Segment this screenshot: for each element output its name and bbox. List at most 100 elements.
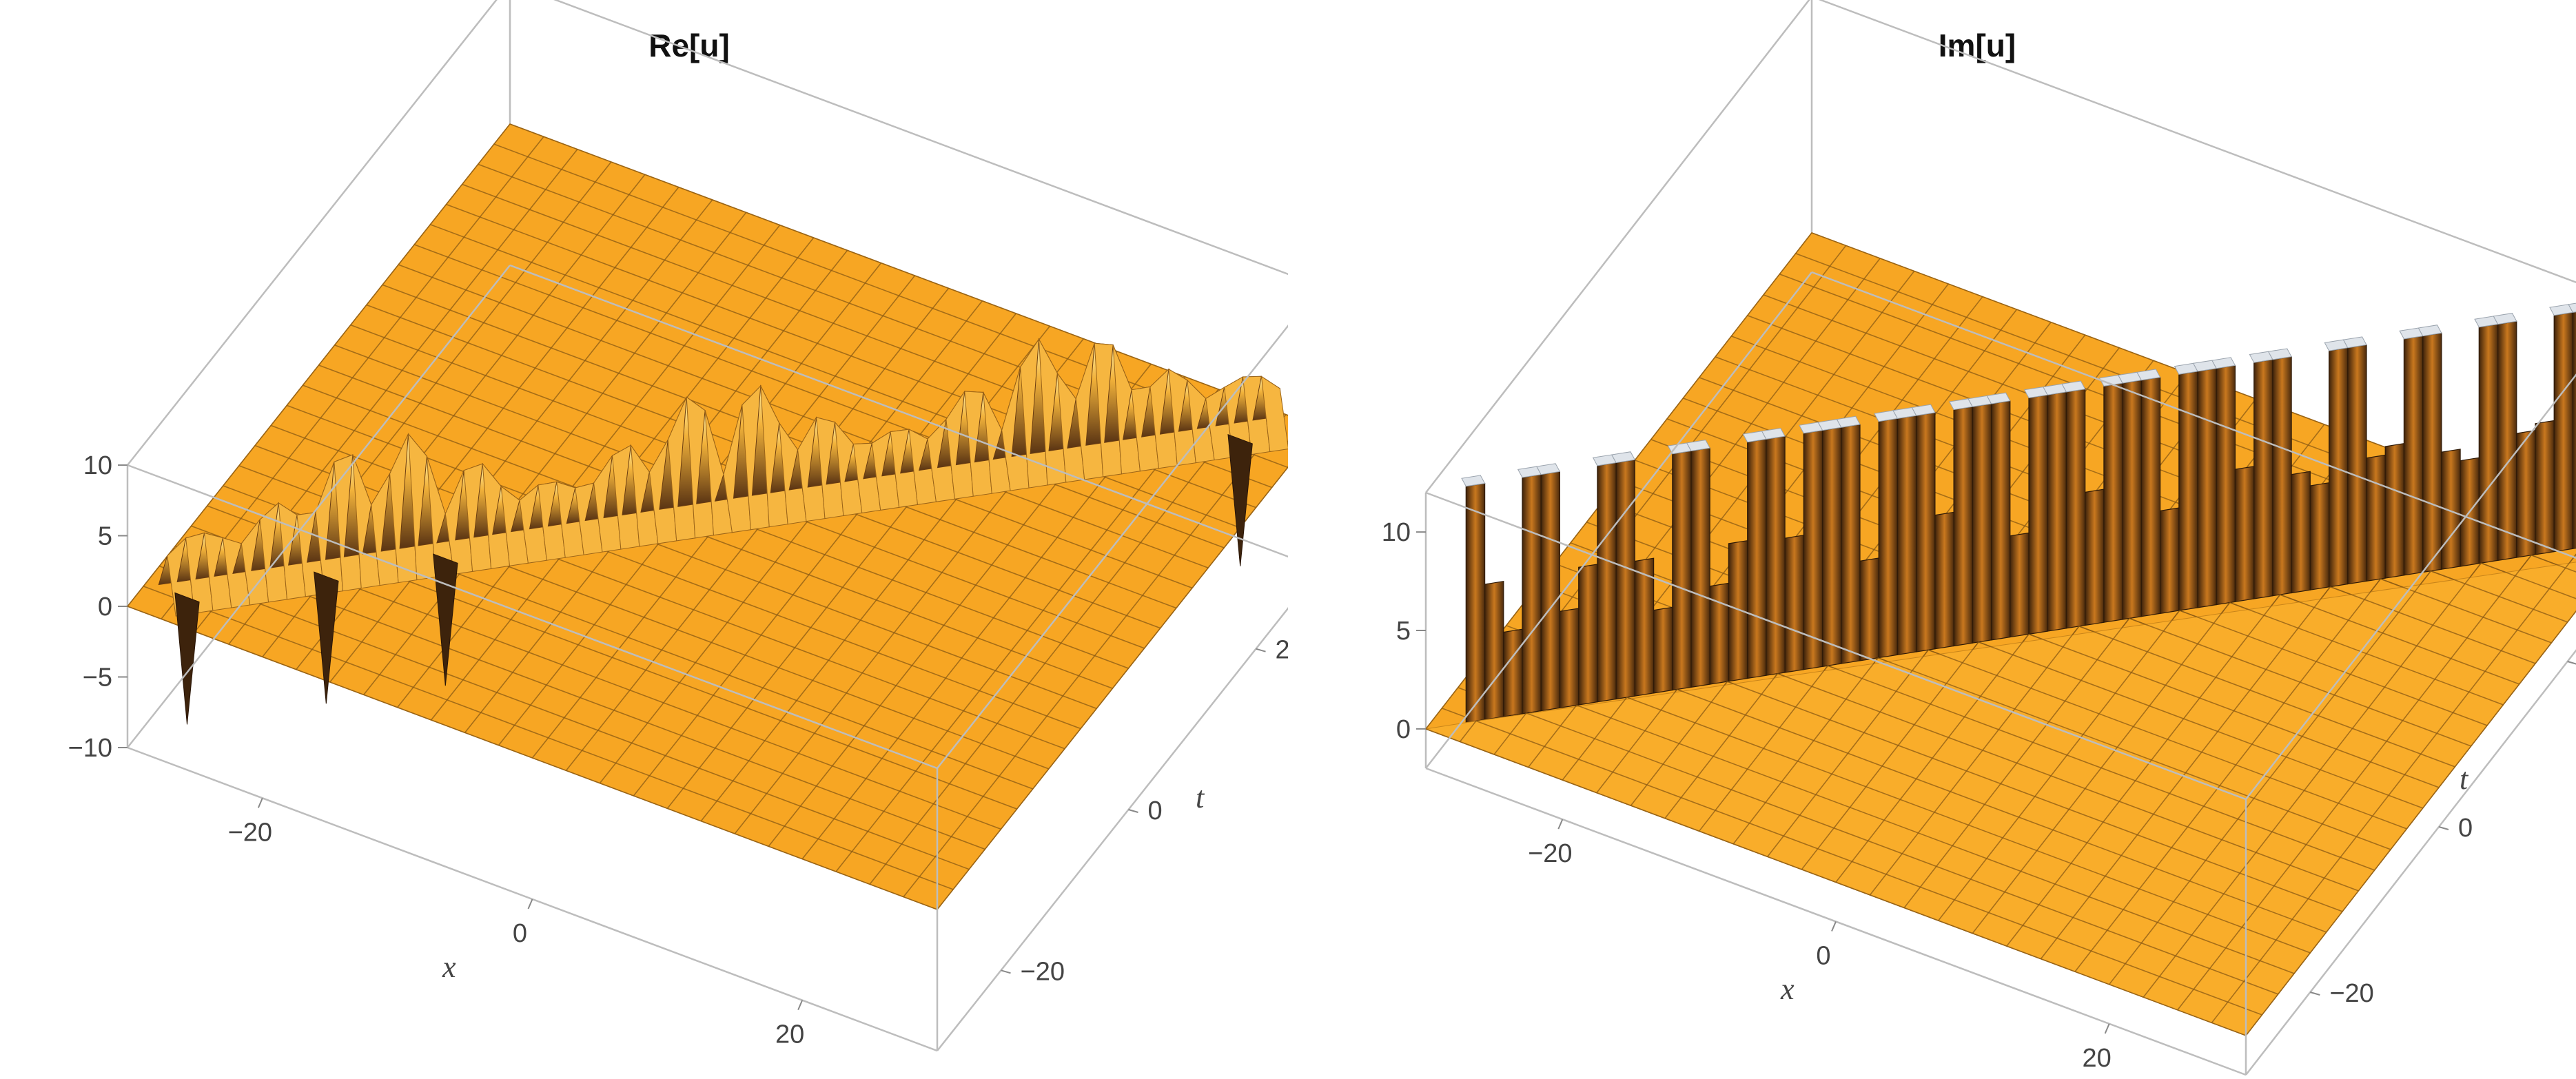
ridge-wall (1540, 471, 1560, 712)
mesh-line-x (903, 414, 1287, 898)
mesh-line-t (509, 123, 1288, 416)
ridge-cap (1761, 427, 1786, 440)
ridge-wall (2216, 364, 2236, 606)
mesh-line-t (1576, 704, 2295, 974)
surface (1424, 232, 2576, 1036)
ridge-cap (1836, 415, 1861, 428)
mesh-line-x (2040, 586, 2331, 960)
t-tick-label: 0 (1148, 797, 1163, 825)
ridge-cap (1911, 404, 1936, 416)
ridge-wall (1878, 418, 1899, 659)
z-tick-label: −5 (83, 664, 112, 692)
z-tick-label: 5 (1396, 617, 1411, 646)
mesh-line-x (1801, 641, 1979, 870)
box-edge (127, 0, 498, 466)
box-edge (127, 265, 511, 748)
box-edge (1425, 0, 1810, 493)
mesh-line-x (1699, 665, 1828, 832)
ridge-cap (2342, 336, 2367, 349)
t-axis-label: t (2460, 762, 2469, 796)
ridge-wall (1578, 564, 1598, 706)
ridge-wall (2103, 382, 2123, 623)
ridge-cap (1611, 451, 1636, 464)
mesh-line-x (2143, 562, 2482, 998)
ridge-wall (1747, 438, 1767, 679)
ridge-wall (1821, 427, 1842, 668)
ridge-wall (2085, 489, 2105, 626)
t-tick-mark (1001, 969, 1011, 974)
box-edge (509, 264, 1288, 558)
mesh-line-x (1596, 689, 1678, 794)
t-tick-label: −20 (1021, 957, 1065, 986)
x-axis-label: x (442, 950, 456, 984)
x-tick-mark (2104, 1023, 2110, 1034)
t-tick-mark (2438, 826, 2449, 830)
mesh-line-x (937, 466, 1288, 910)
ridge-wall (1766, 435, 1786, 676)
box-edge (1811, 271, 2576, 559)
ridge-cap (2493, 313, 2517, 325)
x-tick-mark (1557, 819, 1564, 830)
mesh-line-x (1835, 633, 2030, 883)
mesh-line-x (1493, 712, 1527, 755)
ridge-peak (1260, 376, 1288, 453)
ridge-cap (1686, 440, 1710, 452)
ridge-wall (1465, 482, 1486, 723)
box-edge (553, 0, 1288, 276)
ridge-wall (1653, 606, 1673, 694)
ridge-wall (1784, 535, 1804, 673)
ridge-wall (1484, 580, 1504, 721)
mesh-line-t (2078, 626, 2455, 768)
ridge-cap (1536, 463, 1561, 475)
ridge-wall (1709, 582, 1730, 685)
box-edge (937, 325, 1288, 769)
ridge-wall (2253, 359, 2273, 599)
x-tick-label: 0 (1816, 942, 1830, 971)
ridge-wall (2159, 507, 2180, 615)
ridge-wall (2535, 420, 2555, 555)
ridge-wall (2441, 449, 2461, 570)
x-tick-label: 0 (513, 919, 527, 948)
x-tick-mark (527, 898, 533, 910)
t-tick-mark (1256, 648, 1266, 652)
ridge-spike (174, 592, 200, 725)
mesh-line-x (1767, 649, 1929, 857)
ridge-cap (2136, 369, 2161, 381)
ridge-wall (2234, 466, 2255, 603)
ridge-cap (2267, 348, 2292, 360)
mesh-line-x (2177, 555, 2532, 1011)
ridge-wall (1503, 628, 1523, 717)
ridge-wall (2347, 344, 2367, 585)
ridge-wall (2028, 394, 2048, 635)
box-edge (1425, 271, 1812, 769)
z-tick-label: 0 (1396, 715, 1411, 744)
mesh-line-x (1528, 704, 1577, 768)
mesh-line-x (1664, 673, 1779, 819)
ridge-spike (1227, 433, 1253, 566)
ridge-wall (1634, 557, 1655, 697)
ridge-wall (1934, 511, 1954, 650)
z-tick-label: 10 (83, 451, 112, 480)
ridge-wall (2291, 471, 2311, 594)
chart-title: Im[u] (1939, 28, 2016, 63)
ridge-wall (2572, 311, 2576, 550)
ridge-cap (1461, 475, 1486, 487)
t-tick-mark (2310, 991, 2320, 996)
mesh-line-x (1903, 617, 2130, 908)
t-tick-label: 20 (1276, 636, 1289, 665)
ridge-wall (2122, 380, 2142, 620)
x-tick-mark (797, 1000, 804, 1011)
x-axis-label: x (1780, 972, 1795, 1006)
ridge-wall (2403, 336, 2424, 576)
ridge-wall (2309, 482, 2330, 590)
mesh-line-x (1972, 602, 2231, 934)
re-u-surface-plot: Re[u] −20 0 20 −20 0 20 10 5 0 −5 −10 x t (68, 0, 1289, 1052)
mesh-line-t (2179, 610, 2488, 726)
ridge-wall (1990, 400, 2011, 641)
x-tick-mark (1831, 921, 1837, 932)
box-edge (1425, 491, 2247, 801)
t-tick-mark (1128, 809, 1138, 813)
